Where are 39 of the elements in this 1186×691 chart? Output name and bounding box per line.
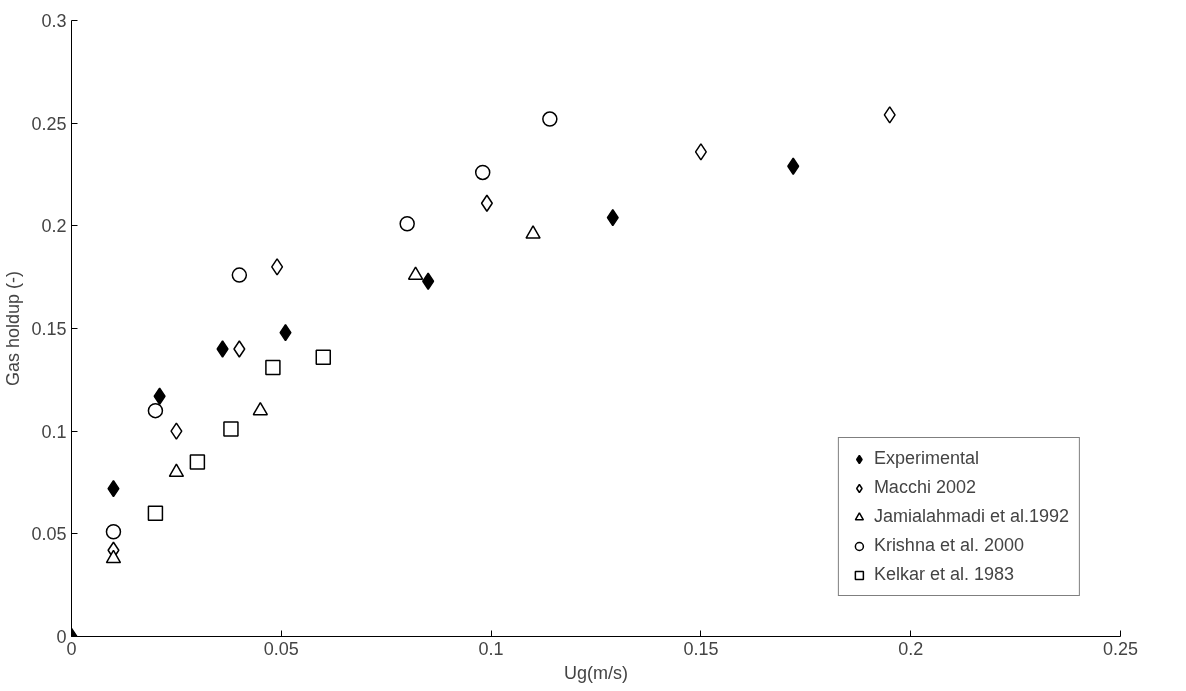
y-tick-label: 0.3 <box>41 11 67 31</box>
point <box>223 421 239 437</box>
legend-label: Krishna et al. 2000 <box>873 535 1024 556</box>
x-tick-label: 0.25 <box>1102 638 1139 659</box>
point <box>265 359 281 376</box>
x-tick-label: 0.2 <box>898 638 924 659</box>
y-tick-label: 0.05 <box>31 524 67 545</box>
point <box>216 340 229 358</box>
point <box>233 340 246 358</box>
point <box>105 524 122 540</box>
point <box>271 258 284 276</box>
point <box>170 422 183 440</box>
y-axis-title: Gas holdup (-) <box>3 270 24 387</box>
point <box>474 164 491 181</box>
point <box>883 106 896 124</box>
point <box>542 111 558 127</box>
y-tick-label: 0.2 <box>41 216 67 237</box>
point <box>168 463 185 478</box>
x-axis-title: Ug(m/s) <box>564 662 628 683</box>
point <box>105 549 122 564</box>
point <box>694 143 707 161</box>
y-tick-label: 0.1 <box>41 421 67 442</box>
point <box>480 194 493 212</box>
legend-label: Jamialahmadi et al.1992 <box>873 506 1069 527</box>
x-tick-label: 0.15 <box>683 638 719 659</box>
y-tick-label: 0.25 <box>31 113 67 134</box>
legend-label: Macchi 2002 <box>873 477 976 498</box>
legend-label: Kelkar et al. 1983 <box>873 564 1014 585</box>
y-tick-label: 0.15 <box>31 319 67 339</box>
point <box>189 454 206 470</box>
point <box>231 267 248 283</box>
legend-label: Experimental <box>873 448 979 469</box>
point <box>147 505 164 522</box>
point <box>252 401 269 416</box>
point <box>315 349 332 365</box>
point <box>147 402 164 419</box>
x-tick-label: 0.05 <box>263 638 299 659</box>
point <box>399 216 415 232</box>
x-tick-label: 0.1 <box>478 638 504 659</box>
